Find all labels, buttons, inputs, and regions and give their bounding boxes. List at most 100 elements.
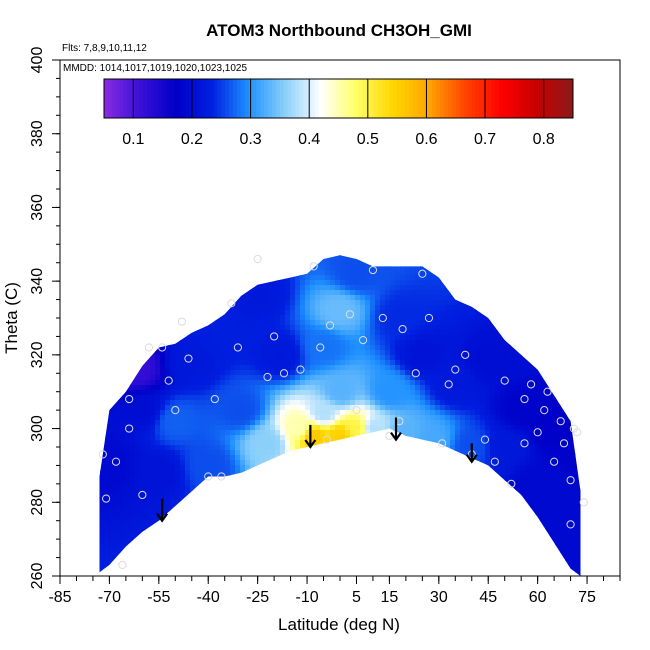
field-cell bbox=[140, 345, 146, 351]
field-cell bbox=[420, 450, 426, 456]
field-cell bbox=[270, 485, 276, 491]
field-cell bbox=[290, 420, 296, 426]
field-cell bbox=[230, 450, 236, 456]
field-cell bbox=[580, 490, 581, 496]
field-cell bbox=[520, 475, 526, 481]
field-cell bbox=[200, 430, 206, 436]
field-cell bbox=[200, 315, 206, 321]
field-cell bbox=[180, 485, 186, 491]
field-cell bbox=[320, 330, 326, 336]
field-cell bbox=[135, 360, 141, 366]
field-cell bbox=[470, 375, 476, 381]
field-cell bbox=[365, 385, 371, 391]
field-cell bbox=[170, 340, 176, 346]
field-cell bbox=[115, 390, 121, 396]
field-cell bbox=[105, 440, 111, 446]
field-cell bbox=[335, 255, 341, 261]
field-cell bbox=[495, 360, 501, 366]
field-cell bbox=[245, 360, 251, 366]
field-cell bbox=[455, 330, 461, 336]
field-cell bbox=[175, 260, 181, 266]
field-cell bbox=[470, 490, 476, 496]
field-cell bbox=[245, 265, 251, 271]
field-cell bbox=[175, 290, 181, 296]
field-cell bbox=[490, 475, 496, 481]
field-cell bbox=[410, 260, 416, 266]
field-cell bbox=[120, 320, 126, 326]
field-cell bbox=[575, 475, 581, 481]
field-cell bbox=[270, 345, 276, 351]
field-cell bbox=[485, 320, 491, 326]
field-cell bbox=[350, 395, 356, 401]
field-cell bbox=[290, 330, 296, 336]
field-cell bbox=[420, 325, 426, 331]
field-cell bbox=[530, 445, 536, 451]
field-cell bbox=[315, 450, 321, 456]
field-cell bbox=[155, 395, 161, 401]
field-cell bbox=[99, 320, 101, 326]
field-cell bbox=[390, 450, 396, 456]
field-cell bbox=[230, 315, 236, 321]
field-cell bbox=[260, 495, 266, 501]
field-cell bbox=[180, 360, 186, 366]
field-cell bbox=[535, 320, 541, 326]
field-cell bbox=[435, 360, 441, 366]
field-cell bbox=[150, 425, 156, 431]
field-cell bbox=[120, 255, 126, 261]
field-cell bbox=[370, 270, 376, 276]
field-cell bbox=[415, 270, 421, 276]
field-cell bbox=[205, 480, 211, 486]
field-cell bbox=[485, 405, 491, 411]
field-cell bbox=[150, 305, 156, 311]
field-cell bbox=[545, 375, 551, 381]
field-cell bbox=[505, 270, 511, 276]
field-cell bbox=[155, 355, 161, 361]
field-cell bbox=[455, 395, 461, 401]
field-cell bbox=[130, 475, 136, 481]
field-cell bbox=[400, 485, 406, 491]
field-cell bbox=[355, 325, 361, 331]
field-cell bbox=[160, 395, 166, 401]
field-cell bbox=[140, 280, 146, 286]
field-cell bbox=[100, 410, 106, 416]
field-cell bbox=[580, 470, 581, 476]
field-cell bbox=[460, 370, 466, 376]
field-cell bbox=[365, 460, 371, 466]
field-cell bbox=[320, 355, 326, 361]
field-cell bbox=[130, 280, 136, 286]
field-cell bbox=[365, 330, 371, 336]
field-cell bbox=[445, 445, 451, 451]
field-cell bbox=[530, 375, 536, 381]
field-cell bbox=[545, 265, 551, 271]
field-cell bbox=[310, 425, 316, 431]
field-cell bbox=[230, 445, 236, 451]
field-cell bbox=[155, 370, 161, 376]
field-cell bbox=[280, 430, 286, 436]
field-cell bbox=[385, 415, 391, 421]
field-cell bbox=[495, 410, 501, 416]
field-cell bbox=[140, 425, 146, 431]
field-cell bbox=[170, 275, 176, 281]
field-cell bbox=[345, 390, 351, 396]
field-cell bbox=[490, 325, 496, 331]
field-cell bbox=[490, 470, 496, 476]
field-cell bbox=[470, 350, 476, 356]
field-cell bbox=[420, 375, 426, 381]
field-cell bbox=[365, 255, 371, 261]
field-cell bbox=[405, 435, 411, 441]
field-cell bbox=[260, 450, 266, 456]
field-cell bbox=[550, 420, 556, 426]
field-cell bbox=[245, 400, 251, 406]
field-cell bbox=[305, 370, 311, 376]
field-cell bbox=[100, 265, 106, 271]
field-cell bbox=[520, 265, 526, 271]
field-cell bbox=[180, 420, 186, 426]
field-cell bbox=[390, 400, 396, 406]
field-cell bbox=[115, 375, 121, 381]
field-cell bbox=[540, 375, 546, 381]
field-cell bbox=[485, 255, 491, 261]
field-cell bbox=[190, 330, 196, 336]
field-cell bbox=[240, 360, 246, 366]
field-cell bbox=[390, 395, 396, 401]
field-cell bbox=[220, 490, 226, 496]
